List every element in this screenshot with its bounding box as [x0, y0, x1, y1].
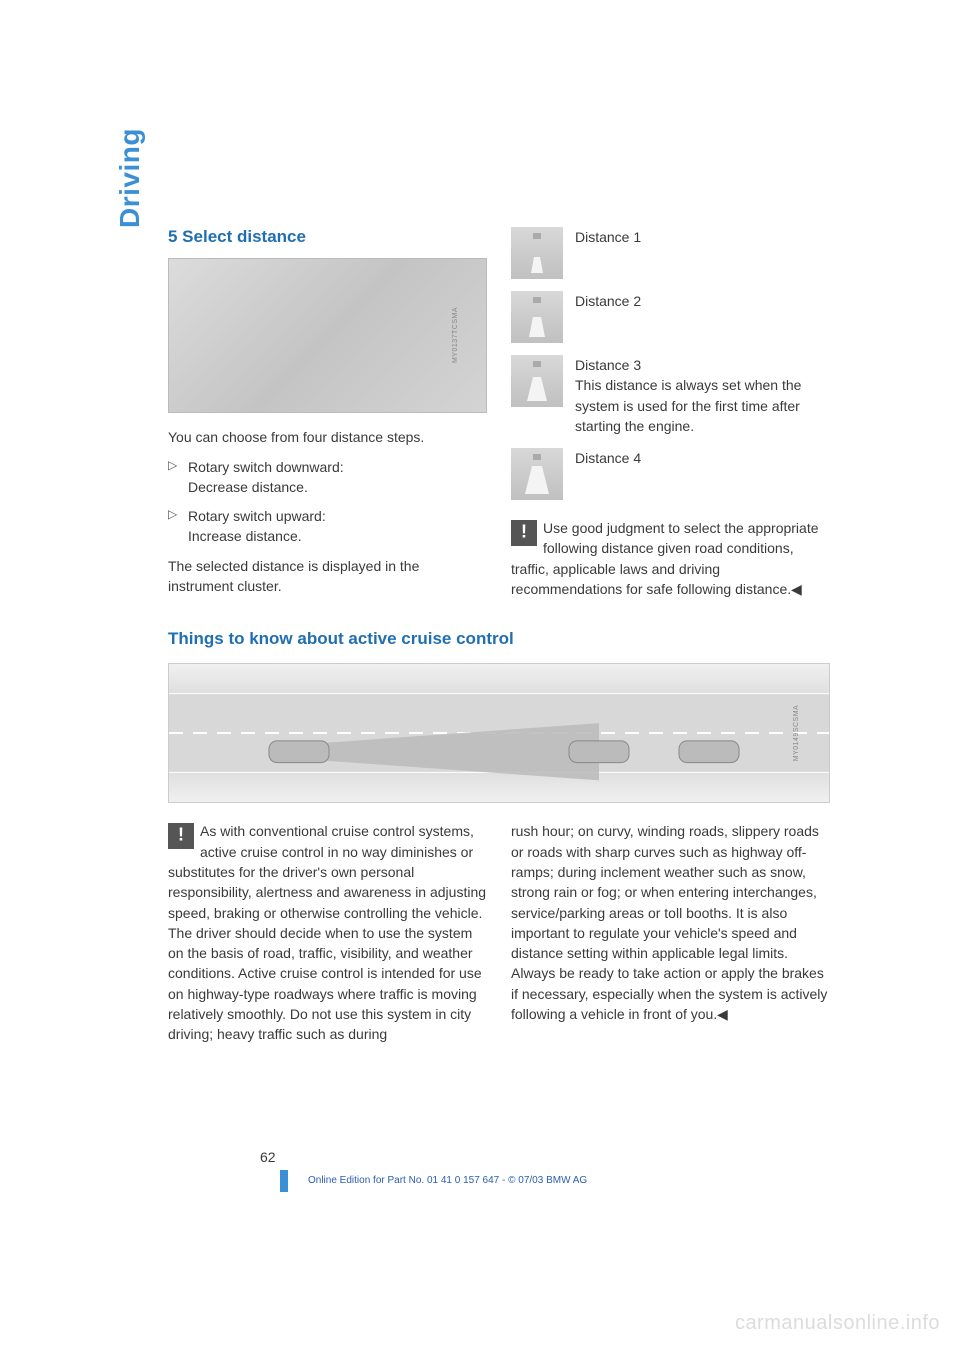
end-mark-icon: ▶	[717, 1004, 728, 1024]
warning-icon	[511, 520, 537, 546]
watermark: carmanualsonline.info	[735, 1309, 940, 1338]
distance-label: Distance 2	[575, 291, 830, 343]
distance-label: Distance 3	[575, 357, 641, 373]
list-item: Rotary switch downward: Decrease distanc…	[168, 457, 487, 498]
warning-bottom: As with conventional cruise control syst…	[168, 821, 487, 1044]
distance-row-1: Distance 1	[511, 227, 830, 279]
page-number-bar	[280, 1170, 288, 1192]
figure-code: MY0149SCSMA	[792, 705, 802, 761]
figure-code: MY0137TCSMA	[451, 307, 461, 363]
bullet-list: Rotary switch downward: Decrease distanc…	[168, 457, 487, 546]
heading-things-to-know: Things to know about active cruise contr…	[168, 627, 830, 652]
caption-distance-steps: You can choose from four distance steps.	[168, 427, 487, 447]
warning-text-right: rush hour; on curvy, winding roads, slip…	[511, 823, 827, 1022]
distance-label: Distance 4	[575, 448, 830, 500]
warning-text: Use good judgment to select the appropri…	[511, 520, 819, 597]
text-selected-distance: The selected distance is displayed in th…	[168, 556, 487, 597]
lower-left-column: As with conventional cruise control syst…	[168, 821, 487, 1044]
distance-row-3: Distance 3 This distance is always set w…	[511, 355, 830, 436]
lower-right-column: rush hour; on curvy, winding roads, slip…	[511, 821, 830, 1044]
list-item: Rotary switch upward: Increase distance.	[168, 506, 487, 547]
distance-row-4: Distance 4	[511, 448, 830, 500]
heading-select-distance: 5 Select distance	[168, 225, 487, 250]
edition-line: Online Edition for Part No. 01 41 0 157 …	[308, 1174, 830, 1189]
upper-columns: 5 Select distance MY0137TCSMA You can ch…	[168, 225, 830, 607]
page-number: 62	[260, 1147, 830, 1167]
end-mark-icon: ▶	[791, 579, 802, 599]
distance-icon	[511, 448, 563, 500]
distance-desc: This distance is always set when the sys…	[575, 377, 801, 434]
figure-cruise-diagram: MY0149SCSMA	[168, 663, 830, 803]
distance-row-2: Distance 2	[511, 291, 830, 343]
content-area: 5 Select distance MY0137TCSMA You can ch…	[168, 225, 830, 1045]
distance-icon	[511, 291, 563, 343]
lower-columns: As with conventional cruise control syst…	[168, 821, 830, 1044]
distance-icon	[511, 355, 563, 407]
distance-label: Distance 1	[575, 227, 830, 279]
page-footer: 62 Online Edition for Part No. 01 41 0 1…	[168, 1147, 830, 1188]
distance-text: Distance 3 This distance is always set w…	[575, 355, 830, 436]
warning-icon	[168, 823, 194, 849]
distance-icon	[511, 227, 563, 279]
side-tab-driving: Driving	[110, 128, 151, 228]
warning-text-left: As with conventional cruise control syst…	[168, 823, 486, 1042]
warning-right: Use good judgment to select the appropri…	[511, 518, 830, 599]
figure-rotary-switch: MY0137TCSMA	[168, 258, 487, 413]
right-column: Distance 1 Distance 2 Distance 3 This di…	[511, 225, 830, 607]
page: Driving 5 Select distance MY0137TCSMA Yo…	[0, 0, 960, 1045]
left-column: 5 Select distance MY0137TCSMA You can ch…	[168, 225, 487, 607]
